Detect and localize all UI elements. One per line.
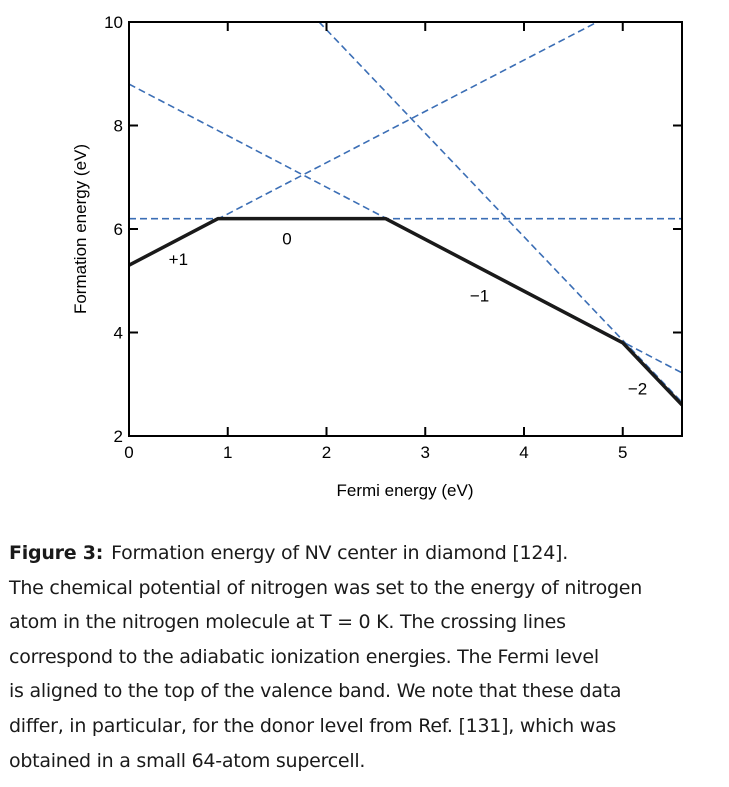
- caption-line-7: obtained in a small 64-atom supercell.: [9, 749, 366, 772]
- x-tick-label-2: 2: [322, 443, 331, 462]
- charge-state-label-0: +1: [169, 250, 188, 269]
- caption-line-4: correspond to the adiabatic ionization e…: [9, 645, 599, 668]
- y-tick-label-4: 10: [104, 13, 123, 32]
- charge-state-label-1: 0: [282, 230, 291, 249]
- x-tick-label-0: 0: [124, 443, 133, 462]
- caption-line-3: atom in the nitrogen molecule at T = 0 K…: [9, 611, 566, 634]
- y-axis-label: Formation energy (eV): [71, 144, 90, 314]
- dashed-line-charge-3: [317, 22, 682, 403]
- y-tick-label-3: 8: [114, 117, 123, 136]
- y-tick-label-1: 4: [114, 324, 123, 343]
- caption-line-2: The chemical potential of nitrogen was s…: [9, 576, 642, 599]
- caption-text-1: Formation energy of NV center in diamond…: [111, 542, 569, 564]
- x-tick-label-1: 1: [223, 443, 232, 462]
- x-tick-label-4: 4: [519, 443, 528, 462]
- dashed-lines-layer: [129, 22, 682, 403]
- y-tick-label-2: 6: [114, 220, 123, 239]
- x-axis-label: Fermi energy (eV): [337, 481, 474, 500]
- caption-line-6: differ, in particular, for the donor lev…: [9, 714, 617, 737]
- envelope-layer: [129, 216, 682, 407]
- charge-state-label-3: −2: [628, 380, 647, 399]
- figure-caption: Figure 3: Formation energy of NV center i…: [9, 536, 725, 778]
- caption-line-5: is aligned to the top of the valence ban…: [9, 680, 622, 703]
- formation-energy-chart: 0 1 2 3 4 5 2 4 6 8 10 +1 0 −1 −2 Fermi energy (eV) F…: [71, 13, 683, 500]
- formation-energy-envelope: [129, 216, 682, 407]
- caption-label: Figure 3:: [9, 542, 104, 564]
- labels-layer: +1 0 −1 −2: [169, 230, 648, 399]
- charge-state-label-2: −1: [470, 286, 489, 305]
- ticks-layer: 0 1 2 3 4 5 2 4 6 8 10: [104, 13, 682, 462]
- x-tick-label-5: 5: [618, 443, 627, 462]
- x-tick-label-3: 3: [421, 443, 430, 462]
- dashed-line-charge-0: [129, 22, 600, 266]
- y-tick-label-0: 2: [114, 427, 123, 446]
- caption-line-1: Figure 3: Formation energy of NV center i…: [9, 536, 725, 571]
